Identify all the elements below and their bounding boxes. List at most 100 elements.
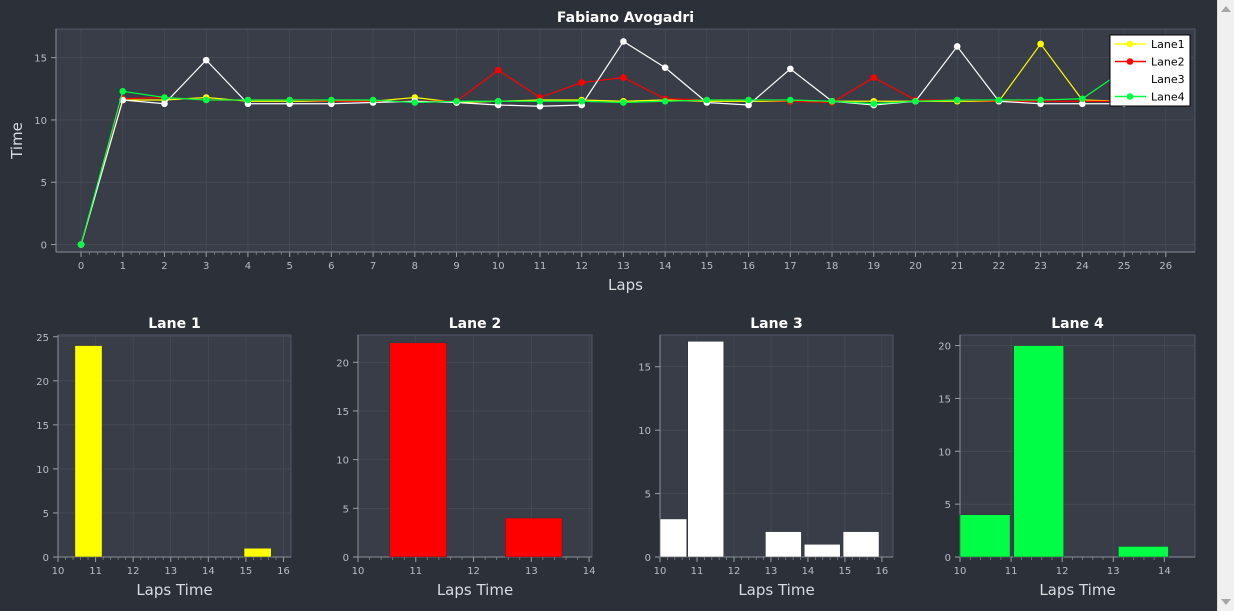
- x-tick-label: 12: [127, 566, 140, 577]
- x-tick-label: 8: [412, 261, 418, 272]
- legend-label: Lane3: [1151, 73, 1185, 86]
- y-tick-label: 20: [938, 342, 951, 353]
- x-tick-label: 15: [700, 261, 713, 272]
- x-tick-label: 21: [951, 261, 964, 272]
- data-point: [745, 101, 752, 109]
- data-point: [494, 97, 502, 105]
- scroll-up-arrow-icon[interactable]: [1221, 6, 1231, 12]
- plot-area: [55, 28, 1196, 253]
- y-tick-label: 15: [34, 54, 47, 65]
- data-point: [870, 100, 878, 108]
- data-point: [1079, 100, 1086, 108]
- y-tick-label: 0: [645, 553, 651, 564]
- bar: [842, 531, 880, 558]
- data-point: [953, 43, 961, 50]
- series-line: [80, 69, 1125, 245]
- data-point: [661, 97, 669, 105]
- x-tick-label: 11: [691, 566, 704, 577]
- x-tick-label: 14: [1158, 566, 1171, 577]
- x-tick-label: 10: [352, 566, 365, 577]
- data-point: [411, 99, 419, 106]
- x-tick-label: 10: [492, 261, 505, 272]
- legend-marker: [1126, 40, 1134, 48]
- data-point: [620, 99, 627, 106]
- x-tick-label: 18: [826, 261, 839, 272]
- data-point: [161, 100, 168, 108]
- legend-marker: [1126, 58, 1134, 65]
- x-tick-label: 11: [1005, 566, 1018, 577]
- x-tick-label: 12: [1056, 566, 1069, 577]
- x-tick-label: 10: [654, 566, 667, 577]
- chart-title: Lane 1: [148, 316, 200, 332]
- bar: [687, 341, 724, 558]
- data-point: [578, 97, 585, 105]
- y-tick-label: 15: [36, 421, 49, 432]
- x-tick-label: 22: [993, 261, 1006, 272]
- bars: [659, 341, 880, 558]
- chart-lane-1: 10 11 12 13 14 15 16 0 5 10 15 20 25 Lane 1 Laps Time: [36, 316, 292, 599]
- data-point: [119, 87, 127, 95]
- x-tick-label: 26: [1159, 261, 1172, 272]
- x-tick-label: 12: [467, 566, 480, 577]
- x-tick-label: 13: [1107, 566, 1120, 577]
- x-tick-label: 2: [161, 261, 167, 272]
- y-tick-label: 0: [343, 553, 349, 564]
- series-line: [80, 42, 1125, 245]
- legend-marker: [1126, 75, 1134, 83]
- x-tick-label: 16: [876, 566, 889, 577]
- y-tick-label: 10: [638, 426, 651, 437]
- data-point: [202, 56, 210, 64]
- scroll-down-arrow-icon[interactable]: [1221, 599, 1231, 605]
- x-axis-label: Laps Time: [1039, 581, 1115, 599]
- y-tick-label: 0: [41, 241, 47, 252]
- data-point: [703, 96, 711, 104]
- y-tick-label: 10: [336, 456, 349, 467]
- chart-title: Lane 2: [449, 316, 501, 332]
- x-tick-label: 14: [802, 566, 815, 577]
- bar: [505, 517, 563, 558]
- legend-label: Lane2: [1151, 56, 1185, 69]
- legend-label: Lane1: [1151, 38, 1185, 51]
- y-tick-label: 20: [36, 377, 49, 388]
- data-point: [661, 64, 669, 71]
- vertical-scrollbar[interactable]: [1217, 0, 1234, 611]
- data-point: [828, 97, 836, 105]
- x-tick-label: 13: [525, 566, 538, 577]
- data-point: [995, 96, 1003, 104]
- chart-lane-3: 10 11 12 13 14 15 16 0 5 10 15 Lane 3 Laps Time: [638, 316, 894, 599]
- x-tick-label: 13: [765, 566, 778, 577]
- bar: [765, 531, 802, 558]
- y-tick-label: 5: [645, 490, 651, 501]
- x-tick-label: 17: [784, 261, 797, 272]
- x-tick-label: 5: [286, 261, 292, 272]
- x-tick-label: 13: [617, 261, 630, 272]
- x-tick-label: 9: [453, 261, 459, 272]
- x-tick-label: 15: [839, 566, 852, 577]
- y-tick-label: 10: [938, 447, 951, 458]
- data-point: [1037, 40, 1044, 48]
- x-tick-label: 12: [728, 566, 741, 577]
- chart-lane-4: 10 11 12 13 14 0 5 10 15 20 Lane 4 Laps Time: [938, 316, 1196, 599]
- x-tick-label: 7: [370, 261, 376, 272]
- y-tick-label: 5: [945, 500, 951, 511]
- bars: [74, 345, 272, 558]
- x-tick-label: 15: [240, 566, 253, 577]
- data-point: [453, 97, 460, 105]
- bar: [803, 544, 841, 558]
- x-axis-label: Laps Time: [136, 581, 212, 599]
- x-axis-label: Laps Time: [738, 581, 814, 599]
- x-tick-label: 11: [89, 566, 102, 577]
- y-tick-label: 15: [336, 407, 349, 418]
- x-tick-label: 11: [409, 566, 422, 577]
- chart-lane-2: 10 11 12 13 14 0 5 10 15 20 Lane 2 Laps Time: [336, 316, 595, 599]
- data-point: [286, 96, 293, 104]
- y-tick-label: 5: [41, 178, 47, 189]
- data-point: [787, 96, 794, 104]
- bar: [243, 547, 272, 558]
- data-point: [77, 241, 85, 248]
- y-tick-label: 15: [938, 394, 951, 405]
- chart-title: Lane 4: [1051, 316, 1104, 332]
- y-tick-label: 10: [34, 116, 47, 127]
- bar: [1118, 546, 1169, 558]
